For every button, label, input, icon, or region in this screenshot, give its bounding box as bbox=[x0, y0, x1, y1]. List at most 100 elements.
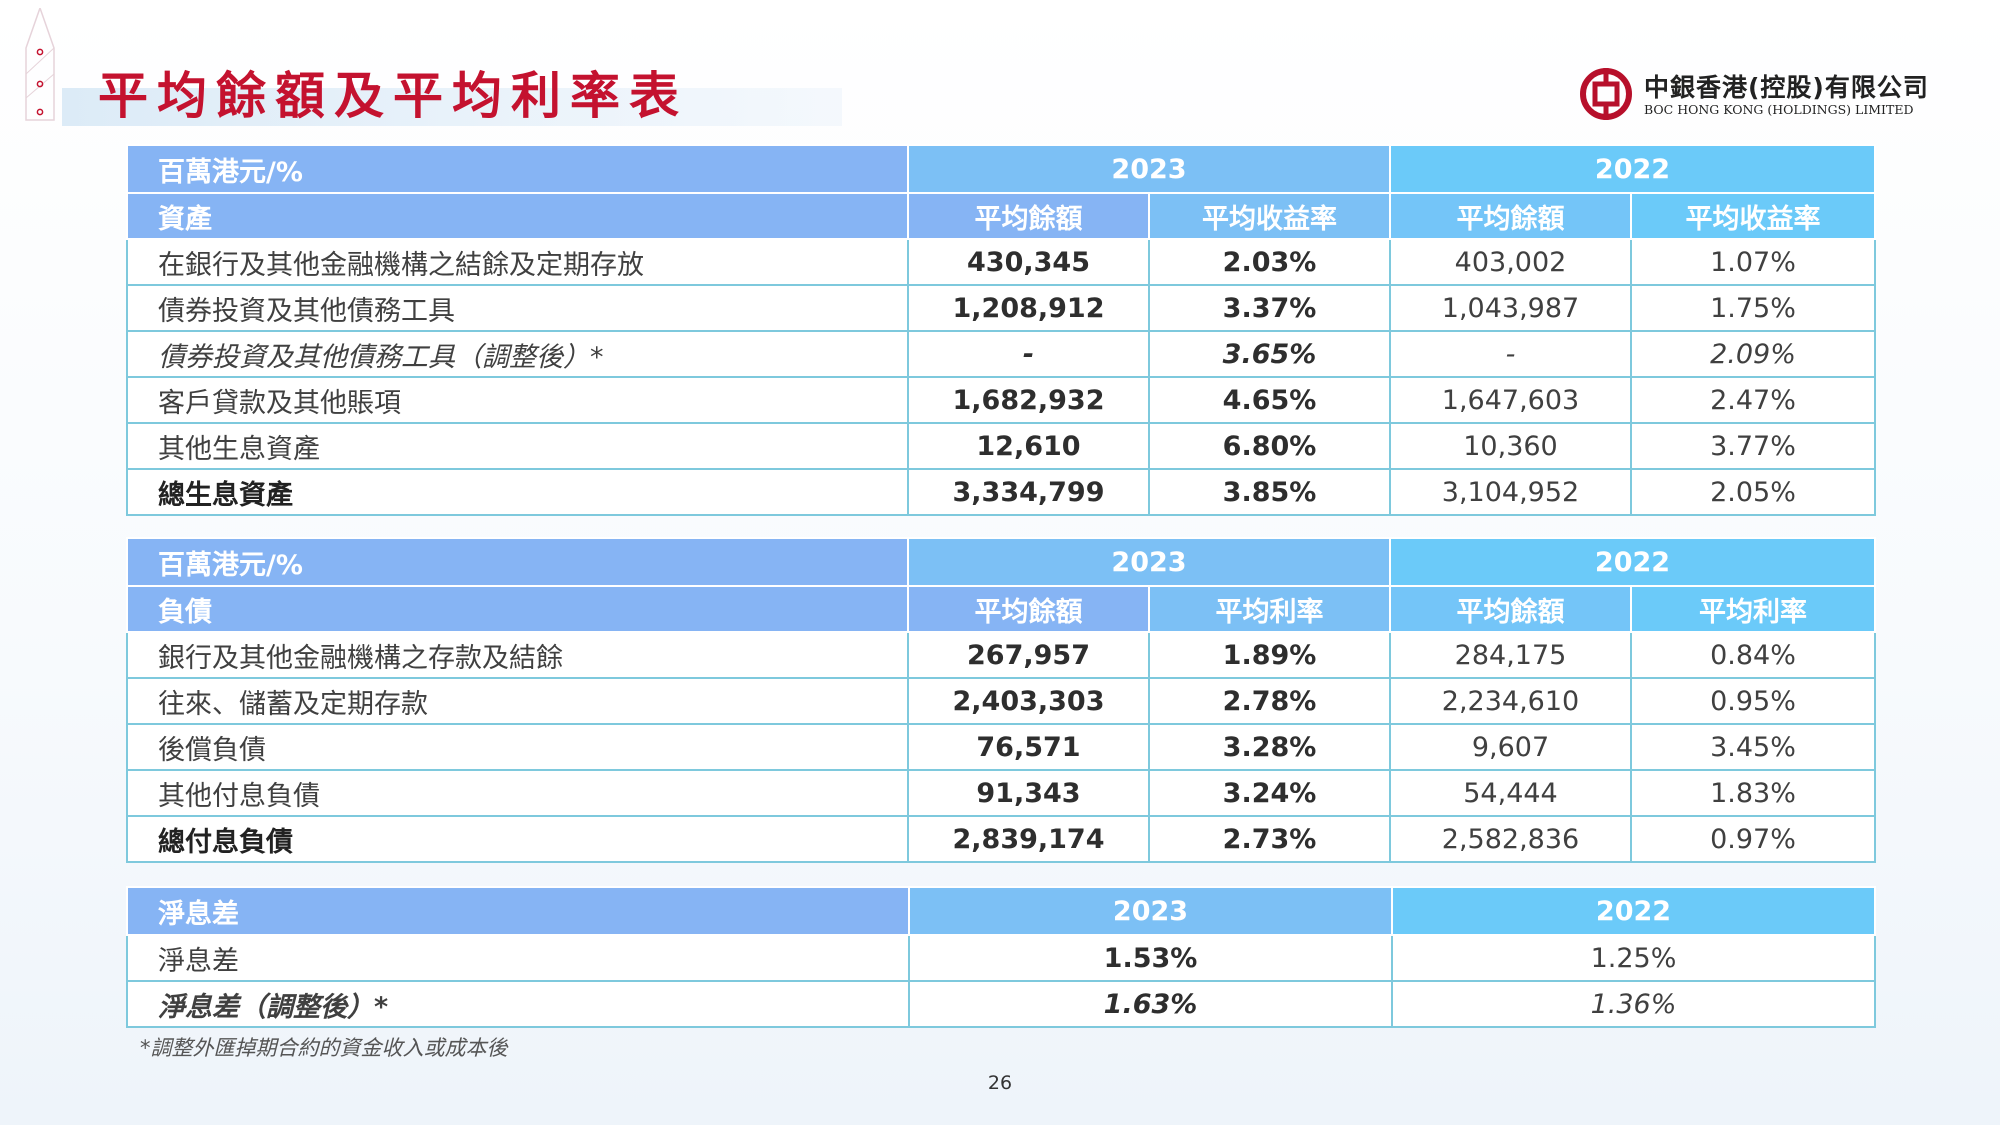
decorative-tower-graphic bbox=[25, 8, 55, 121]
unit-label: 百萬港元/% bbox=[126, 144, 909, 194]
row-label: 在銀行及其他金融機構之結餘及定期存放 bbox=[126, 238, 909, 286]
value-cell: 2,582,836 bbox=[1389, 815, 1632, 863]
value-cell: 3,104,952 bbox=[1389, 468, 1632, 516]
column-header: 平均收益率 bbox=[1148, 192, 1391, 240]
column-header: 平均餘額 bbox=[1389, 585, 1632, 633]
title-accent-bar bbox=[62, 88, 842, 126]
table-row: 債券投資及其他債務工具（調整後）* - 3.65% - 2.09% bbox=[126, 330, 1876, 378]
value-cell: 12,610 bbox=[907, 422, 1150, 470]
column-header: 平均餘額 bbox=[907, 192, 1150, 240]
value-cell: 54,444 bbox=[1389, 769, 1632, 817]
table-row: 債券投資及其他債務工具 1,208,912 3.37% 1,043,987 1.… bbox=[126, 284, 1876, 332]
row-label: 債券投資及其他債務工具 bbox=[126, 284, 909, 332]
year-header-2022: 2022 bbox=[1389, 537, 1876, 587]
net-interest-margin-table: 淨息差 2023 2022 淨息差 1.53% 1.25% 淨息差（調整後）* … bbox=[126, 886, 1876, 1028]
column-header: 平均餘額 bbox=[1389, 192, 1632, 240]
boc-logo-icon bbox=[1580, 68, 1632, 120]
value-cell: 0.97% bbox=[1630, 815, 1876, 863]
value-cell: 284,175 bbox=[1389, 631, 1632, 679]
column-header: 平均收益率 bbox=[1630, 192, 1876, 240]
row-label: 其他生息資產 bbox=[126, 422, 909, 470]
value-cell: - bbox=[907, 330, 1150, 378]
company-logo: 中銀香港(控股)有限公司 BOC HONG KONG (HOLDINGS) LI… bbox=[1578, 64, 1948, 124]
value-cell: 2.47% bbox=[1630, 376, 1876, 424]
value-cell: 91,343 bbox=[907, 769, 1150, 817]
value-cell: 3.45% bbox=[1630, 723, 1876, 771]
value-cell: 2.03% bbox=[1148, 238, 1391, 286]
table-row: 後償負債 76,571 3.28% 9,607 3.45% bbox=[126, 723, 1876, 771]
column-header: 平均利率 bbox=[1148, 585, 1391, 633]
value-cell: 1.53% bbox=[908, 934, 1393, 982]
row-label: 總生息資產 bbox=[126, 468, 909, 516]
year-header-2023: 2023 bbox=[908, 886, 1393, 936]
liabilities-table: 百萬港元/% 2023 2022 負債 平均餘額 平均利率 平均餘額 平均利率 … bbox=[126, 537, 1876, 863]
section-label: 資產 bbox=[126, 192, 909, 240]
row-label: 淨息差（調整後）* bbox=[126, 980, 910, 1028]
value-cell: 3.65% bbox=[1148, 330, 1391, 378]
value-cell: 1.63% bbox=[908, 980, 1393, 1028]
row-label: 後償負債 bbox=[126, 723, 909, 771]
page-title: 平均餘額及平均利率表 bbox=[98, 67, 688, 125]
table-row: 其他付息負債 91,343 3.24% 54,444 1.83% bbox=[126, 769, 1876, 817]
table-row: 淨息差 1.53% 1.25% bbox=[126, 934, 1876, 982]
value-cell: 3.37% bbox=[1148, 284, 1391, 332]
value-cell: 3.24% bbox=[1148, 769, 1391, 817]
table-row: 銀行及其他金融機構之存款及結餘 267,957 1.89% 284,175 0.… bbox=[126, 631, 1876, 679]
value-cell: 9,607 bbox=[1389, 723, 1632, 771]
value-cell: 10,360 bbox=[1389, 422, 1632, 470]
value-cell: 3.85% bbox=[1148, 468, 1391, 516]
value-cell: 267,957 bbox=[907, 631, 1150, 679]
value-cell: 6.80% bbox=[1148, 422, 1391, 470]
value-cell: 1.36% bbox=[1391, 980, 1876, 1028]
row-label: 銀行及其他金融機構之存款及結餘 bbox=[126, 631, 909, 679]
value-cell: 1.07% bbox=[1630, 238, 1876, 286]
table-row: 淨息差（調整後）* 1.63% 1.36% bbox=[126, 980, 1876, 1028]
value-cell: 1,208,912 bbox=[907, 284, 1150, 332]
value-cell: 2.09% bbox=[1630, 330, 1876, 378]
value-cell: 3,334,799 bbox=[907, 468, 1150, 516]
total-row: 總付息負債 2,839,174 2.73% 2,582,836 0.97% bbox=[126, 815, 1876, 863]
column-header: 平均餘額 bbox=[907, 585, 1150, 633]
value-cell: 3.77% bbox=[1630, 422, 1876, 470]
value-cell: 1.25% bbox=[1391, 934, 1876, 982]
table-row: 客戶貸款及其他賬項 1,682,932 4.65% 1,647,603 2.47… bbox=[126, 376, 1876, 424]
value-cell: 4.65% bbox=[1148, 376, 1391, 424]
row-label: 其他付息負債 bbox=[126, 769, 909, 817]
table-row: 往來、儲蓄及定期存款 2,403,303 2.78% 2,234,610 0.9… bbox=[126, 677, 1876, 725]
section-label: 淨息差 bbox=[126, 886, 910, 936]
logo-chinese-name: 中銀香港(控股)有限公司 bbox=[1644, 73, 1929, 102]
value-cell: 2,403,303 bbox=[907, 677, 1150, 725]
value-cell: 1.75% bbox=[1630, 284, 1876, 332]
value-cell: 1.83% bbox=[1630, 769, 1876, 817]
year-header-2023: 2023 bbox=[907, 537, 1391, 587]
table-row: 在銀行及其他金融機構之結餘及定期存放 430,345 2.03% 403,002… bbox=[126, 238, 1876, 286]
row-label: 客戶貸款及其他賬項 bbox=[126, 376, 909, 424]
unit-label: 百萬港元/% bbox=[126, 537, 909, 587]
value-cell: 76,571 bbox=[907, 723, 1150, 771]
year-header-2022: 2022 bbox=[1389, 144, 1876, 194]
row-label: 總付息負債 bbox=[126, 815, 909, 863]
value-cell: 2.05% bbox=[1630, 468, 1876, 516]
value-cell: 1.89% bbox=[1148, 631, 1391, 679]
value-cell: 2,234,610 bbox=[1389, 677, 1632, 725]
row-label: 債券投資及其他債務工具（調整後）* bbox=[126, 330, 909, 378]
value-cell: 0.95% bbox=[1630, 677, 1876, 725]
value-cell: 1,647,603 bbox=[1389, 376, 1632, 424]
value-cell: 3.28% bbox=[1148, 723, 1391, 771]
column-header: 平均利率 bbox=[1630, 585, 1876, 633]
year-header-2023: 2023 bbox=[907, 144, 1391, 194]
value-cell: 1,682,932 bbox=[907, 376, 1150, 424]
value-cell: - bbox=[1389, 330, 1632, 378]
logo-english-name: BOC HONG KONG (HOLDINGS) LIMITED bbox=[1644, 102, 1914, 117]
page-number: 26 bbox=[987, 1072, 1013, 1094]
row-label: 淨息差 bbox=[126, 934, 910, 982]
value-cell: 0.84% bbox=[1630, 631, 1876, 679]
value-cell: 430,345 bbox=[907, 238, 1150, 286]
total-row: 總生息資產 3,334,799 3.85% 3,104,952 2.05% bbox=[126, 468, 1876, 516]
row-label: 往來、儲蓄及定期存款 bbox=[126, 677, 909, 725]
value-cell: 2.78% bbox=[1148, 677, 1391, 725]
footnote: *調整外匯掉期合約的資金收入或成本後 bbox=[140, 1036, 508, 1060]
year-header-2022: 2022 bbox=[1391, 886, 1876, 936]
assets-table: 百萬港元/% 2023 2022 資產 平均餘額 平均收益率 平均餘額 平均收益… bbox=[126, 144, 1876, 516]
value-cell: 2,839,174 bbox=[907, 815, 1150, 863]
